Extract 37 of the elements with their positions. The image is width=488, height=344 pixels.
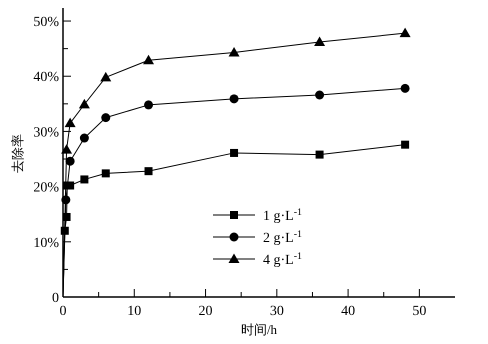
point — [400, 84, 410, 93]
y-tick-label: 20% — [33, 180, 60, 196]
legend-label: 1 g·L$^{-1}$ — [263, 206, 302, 224]
point — [100, 72, 112, 82]
point — [78, 98, 90, 108]
point — [401, 140, 410, 149]
y-axis-title: 去除率 — [10, 134, 25, 173]
point — [102, 169, 110, 178]
point — [80, 175, 88, 184]
x-tick-label: 30 — [270, 304, 284, 319]
point — [400, 28, 411, 38]
y-tick-label: 50% — [33, 15, 60, 30]
y-tick-label: 0 — [52, 291, 59, 306]
x-tick-label: 20 — [198, 304, 213, 319]
point — [230, 148, 238, 157]
x-tick-label: 40 — [341, 304, 356, 319]
x-tick-label: 50 — [412, 304, 426, 319]
point — [144, 167, 153, 176]
y-tick-label: 10% — [33, 236, 60, 251]
point — [316, 150, 324, 159]
point — [64, 118, 76, 128]
point — [144, 100, 154, 110]
point — [80, 134, 89, 143]
point — [230, 94, 239, 104]
point — [61, 144, 72, 154]
legend-label: 4 g·L$^{-1}$ — [263, 250, 302, 268]
legend-label: 2 g·L$^{-1}$ — [263, 228, 302, 246]
point — [143, 54, 154, 64]
y-tick-label: 30% — [33, 125, 60, 140]
y-tick-label: 40% — [33, 70, 60, 86]
point — [315, 90, 324, 100]
x-axis-title: 时间/h — [240, 322, 278, 337]
x-tick-label: 10 — [127, 304, 142, 319]
point — [228, 47, 240, 56]
point — [101, 113, 110, 122]
point — [66, 156, 75, 166]
point — [314, 36, 326, 46]
